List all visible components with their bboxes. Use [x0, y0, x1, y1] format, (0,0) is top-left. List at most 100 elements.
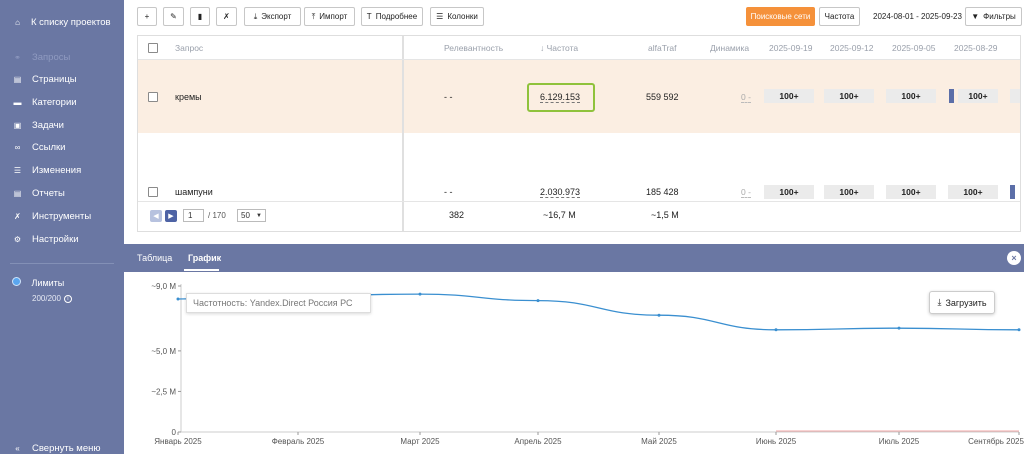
- sidebar-item-tools[interactable]: ✗ Инструменты: [12, 211, 91, 222]
- limits-section: Лимиты: [12, 277, 64, 288]
- next-page-button[interactable]: ▶: [165, 210, 177, 222]
- position-bar: [949, 89, 954, 103]
- back-to-projects-link[interactable]: ⌂ К списку проектов: [12, 17, 111, 28]
- x-tick-label: Июнь 2025: [756, 437, 797, 446]
- text-icon: T: [366, 12, 372, 21]
- close-panel-button[interactable]: ×: [1007, 251, 1021, 265]
- header-dynamics[interactable]: Динамика: [710, 43, 750, 53]
- collapse-menu-button[interactable]: « Свернуть меню: [12, 443, 101, 454]
- position-chip[interactable]: 100+: [824, 185, 874, 199]
- limits-count: 200/200 i: [32, 294, 72, 303]
- delete-button[interactable]: ▮: [190, 7, 210, 26]
- position-chip[interactable]: 100+: [764, 89, 814, 103]
- columns-icon: ☰: [436, 12, 444, 21]
- position-chip-partial: [1010, 89, 1020, 103]
- query-cell[interactable]: шампуни: [175, 187, 213, 197]
- search-engines-label: Поисковые сети: [750, 12, 811, 21]
- header-date[interactable]: 2025-08-29: [954, 43, 998, 53]
- header-divider: [138, 59, 1020, 60]
- limits-indicator-icon: [12, 277, 21, 286]
- frequency-cell[interactable]: 2.030.973: [540, 187, 581, 198]
- collapse-label: Свернуть меню: [32, 443, 101, 454]
- filters-label: Фильтры: [983, 12, 1016, 21]
- details-label: Подробнее: [375, 12, 418, 21]
- sidebar-item-reports[interactable]: ▤ Отчеты: [12, 188, 65, 199]
- add-button[interactable]: +: [137, 7, 157, 26]
- key-icon: ⚭: [14, 53, 21, 62]
- sidebar-item-label: Категории: [32, 97, 77, 108]
- header-date[interactable]: 2025-09-19: [769, 43, 813, 53]
- tab-table[interactable]: Таблица: [137, 253, 173, 263]
- sidebar-item-links[interactable]: ∞ Ссылки: [12, 142, 66, 153]
- page-number-input[interactable]: 1: [183, 209, 204, 222]
- position-chip[interactable]: 100+: [824, 89, 874, 103]
- download-button[interactable]: ⤓ Загрузить: [929, 291, 995, 314]
- row-checkbox[interactable]: [148, 92, 158, 102]
- alfatraf-total: ~1,5 M: [651, 210, 679, 220]
- select-all-checkbox[interactable]: [148, 43, 158, 53]
- data-point: [176, 297, 180, 301]
- position-chip[interactable]: 100+: [764, 185, 814, 199]
- alfatraf-cell: 185 428: [646, 187, 679, 197]
- list-icon: ☰: [13, 166, 22, 175]
- search-engines-button[interactable]: Поисковые сети: [746, 7, 815, 26]
- y-tick-label: 0: [172, 428, 177, 437]
- dynamics-cell[interactable]: 0 -: [741, 187, 751, 198]
- sidebar-item-pages[interactable]: ▤ Страницы: [12, 74, 77, 85]
- position-chip[interactable]: 100+: [886, 185, 936, 199]
- tab-chart[interactable]: График: [188, 253, 222, 263]
- x-tick-label: Май 2025: [641, 437, 677, 446]
- download-icon: ⤓: [253, 11, 258, 21]
- filters-button[interactable]: ▼ Фильтры: [965, 7, 1022, 26]
- frequency-button[interactable]: Частота: [819, 7, 860, 26]
- dynamics-cell[interactable]: 0 -: [741, 92, 751, 103]
- date-range-picker[interactable]: 2024-08-01 - 2025-09-23: [873, 12, 962, 21]
- x-tick-label: Февраль 2025: [272, 437, 325, 446]
- y-tick-label: ~9,0 M: [151, 282, 176, 291]
- position-chip[interactable]: 100+: [958, 89, 998, 103]
- sidebar-item-tasks[interactable]: ▣ Задачи: [12, 120, 64, 131]
- info-icon[interactable]: i: [63, 294, 72, 303]
- chevron-left-icon: ◀: [153, 213, 159, 220]
- header-frequency[interactable]: ↓ Частота: [540, 43, 579, 53]
- sidebar-item-settings[interactable]: ⚙ Настройки: [12, 234, 79, 245]
- limits-label: Лимиты: [31, 278, 65, 288]
- sidebar-item-label: Задачи: [32, 120, 64, 131]
- frozen-column-divider: [402, 36, 404, 231]
- import-button[interactable]: ⤒ Импорт: [304, 7, 355, 26]
- columns-button[interactable]: ☰ Колонки: [430, 7, 484, 26]
- header-date[interactable]: 2025-09-05: [892, 43, 936, 53]
- data-point: [1017, 328, 1021, 332]
- relevance-cell: - -: [444, 92, 453, 102]
- position-chip[interactable]: 100+: [886, 89, 936, 103]
- chart-area: 0 ~2,5 M ~5,0 M ~9,0 M Январь 2025 Февраль 20…: [124, 272, 1024, 454]
- header-date[interactable]: 2025-09-12: [830, 43, 874, 53]
- details-button[interactable]: T Подробнее: [361, 7, 423, 26]
- sidebar-item-queries[interactable]: ⚭ Запросы: [12, 52, 70, 63]
- header-relevance[interactable]: Релевантность: [444, 43, 504, 53]
- sidebar-item-categories[interactable]: ▬ Категории: [12, 97, 77, 108]
- frequency-cell[interactable]: 6.129.153: [540, 92, 581, 103]
- row-checkbox[interactable]: [148, 187, 158, 197]
- sidebar-item-changes[interactable]: ☰ Изменения: [12, 165, 81, 176]
- page-size-select[interactable]: 50 ▼: [237, 209, 266, 222]
- trash-icon: ▮: [197, 12, 203, 21]
- footer-divider: [138, 201, 1020, 202]
- position-chip[interactable]: 100+: [948, 185, 998, 199]
- upload-icon: ⤒: [311, 11, 316, 21]
- export-button[interactable]: ⤓ Экспорт: [244, 7, 301, 26]
- caret-down-icon: ▼: [256, 212, 262, 219]
- y-tick-label: ~2,5 M: [151, 387, 176, 396]
- prev-page-button[interactable]: ◀: [150, 210, 162, 222]
- download-icon: ⤓: [937, 297, 942, 307]
- folder-icon: ▬: [13, 98, 22, 107]
- header-alfatraf[interactable]: alfaTraf: [648, 43, 677, 53]
- tools-button[interactable]: ✗: [216, 7, 237, 26]
- data-point: [418, 292, 422, 296]
- data-point: [657, 313, 661, 317]
- edit-button[interactable]: ✎: [163, 7, 184, 26]
- header-query[interactable]: Запрос: [175, 43, 204, 53]
- query-cell[interactable]: кремы: [175, 92, 202, 102]
- data-point: [536, 299, 540, 303]
- active-tab-indicator: [184, 269, 219, 271]
